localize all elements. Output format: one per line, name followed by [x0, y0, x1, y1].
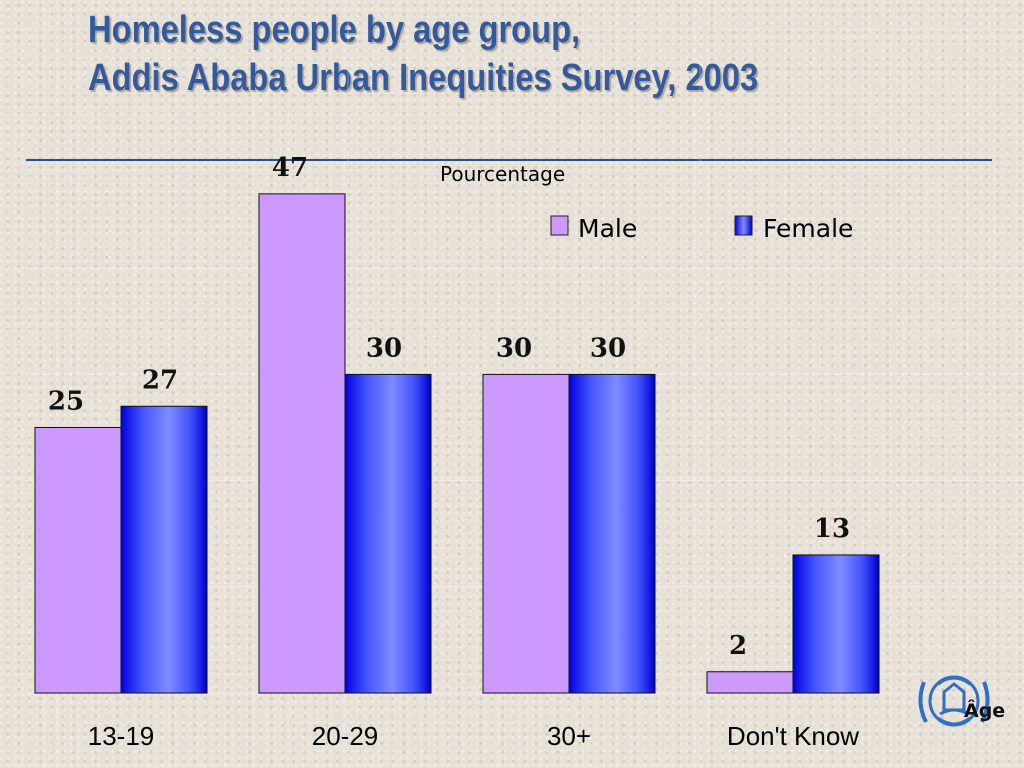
x-axis-label: Âge [964, 700, 1006, 722]
bar-female-30- [568, 373, 656, 694]
legend-label-female: Female [763, 214, 853, 243]
legend-label-male: Male [578, 214, 637, 243]
data-label: 2 [729, 631, 747, 661]
data-label: 25 [48, 387, 84, 417]
legend-swatch-female [734, 215, 753, 236]
legend-swatch-male [550, 215, 569, 236]
title-divider [26, 159, 992, 161]
data-label: 30 [366, 333, 402, 363]
bars [34, 193, 880, 694]
data-label: 30 [590, 333, 626, 363]
x-tick-label: 30+ [547, 721, 591, 751]
chart-title: Homeless people by age group, Addis Abab… [88, 6, 758, 102]
legend: Male Female [550, 214, 853, 243]
x-tick-label: 20-29 [312, 721, 379, 751]
bar-male-don-t-know [706, 671, 794, 694]
data-label: 13 [814, 514, 850, 544]
bar-female-13-19 [120, 405, 208, 694]
x-tick-labels: 13-19 20-29 30+ Don't Know [88, 721, 860, 751]
data-label: 30 [496, 333, 532, 363]
x-tick-label: Don't Know [727, 721, 859, 751]
y-axis-label: Pourcentage [440, 162, 566, 186]
data-label: 27 [142, 365, 178, 395]
title-line-1: Homeless people by age group, [88, 9, 581, 51]
title-line-2: Addis Ababa Urban Inequities Survey, 200… [88, 57, 759, 99]
x-tick-label: 13-19 [88, 721, 155, 751]
bar-female-don-t-know [792, 554, 880, 694]
value-labels: 25 27 47 30 30 30 2 13 [48, 153, 850, 661]
un-habitat-logo [918, 675, 990, 727]
bar-male-20-29 [258, 193, 346, 694]
data-label: 47 [272, 153, 308, 183]
bar-male-13-19 [34, 427, 122, 694]
bar-female-20-29 [344, 373, 432, 694]
bar-male-30- [482, 373, 570, 694]
